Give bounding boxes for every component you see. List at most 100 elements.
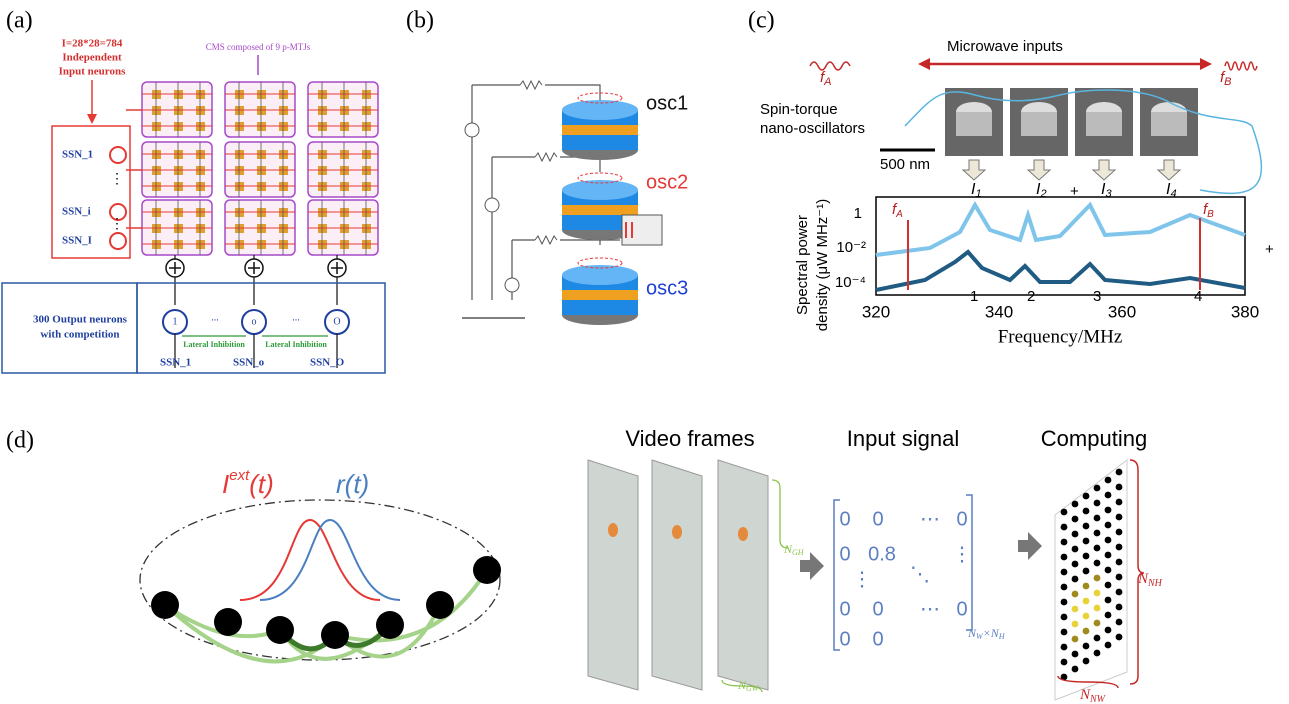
grid-node <box>1072 621 1079 628</box>
sub: GH <box>792 548 805 557</box>
output-node: 1 <box>173 316 178 327</box>
grid-node <box>1094 500 1101 507</box>
neuron <box>426 591 454 619</box>
grid-node <box>1105 567 1112 574</box>
analyzer <box>622 215 662 245</box>
column-header: Input signal <box>847 426 960 451</box>
matrix-entry: 0 <box>839 598 850 620</box>
resistor <box>520 81 542 89</box>
grid-node <box>1094 515 1101 522</box>
sub: H <box>998 632 1006 641</box>
input-neuron-node <box>110 147 126 163</box>
matrix-entry: ⋯ <box>920 508 940 530</box>
grid-node <box>1072 651 1079 658</box>
matrix-entry: 0 <box>839 508 850 530</box>
matrix-entry: ⋱ <box>910 563 930 585</box>
input-title: Independent <box>62 52 122 64</box>
pillar <box>1151 112 1187 136</box>
output-node: O <box>333 316 340 327</box>
grid-node <box>1094 635 1101 642</box>
grid-node <box>1116 604 1123 611</box>
i: I <box>222 469 229 499</box>
grid-node <box>1116 484 1123 491</box>
decoration: 0 0 ⋯ 0 0 0.8 ⋮ ⋮ ⋱ 0 0 ⋯ 0 0 0 <box>839 508 972 650</box>
pillar <box>956 112 992 136</box>
cylinder <box>562 265 638 285</box>
panel-label: (c) <box>748 8 775 34</box>
grid-node <box>1116 544 1123 551</box>
fa-label: fA <box>820 69 832 88</box>
grid-node <box>1116 499 1123 506</box>
cms-note: CMS composed of 9 p-MTJs <box>206 42 311 52</box>
column-header: Computing <box>1041 426 1147 451</box>
cylinder <box>562 100 638 120</box>
input-neuron: SSN_I <box>62 235 92 247</box>
grid-node <box>1105 507 1112 514</box>
nnh: NNH <box>1137 571 1163 589</box>
grid-node <box>1116 634 1123 641</box>
decoration: Microwave inputs fA fB Spin-torque nano-… <box>760 38 1274 331</box>
dots: ⋮ <box>110 172 124 187</box>
matrix-size: NW×NH <box>967 626 1006 641</box>
panel-label: (a) <box>6 8 33 34</box>
x-tick-label: 360 <box>1108 302 1136 321</box>
oscillator-label: osc3 <box>646 277 688 299</box>
grid-node <box>1061 584 1068 591</box>
grid-node <box>1116 529 1123 536</box>
grid-node <box>1116 469 1123 476</box>
pillar <box>1086 112 1122 136</box>
sub: B <box>1207 209 1214 220</box>
grid-node <box>1116 574 1123 581</box>
matrix-entry: 0 <box>956 508 967 530</box>
grid-node <box>1105 642 1112 649</box>
matrix-entry: 0 <box>839 543 850 565</box>
fa-peak: fA <box>892 201 903 220</box>
grid-node <box>1083 613 1090 620</box>
decoration: I=28*28=784 Independent Input neurons <box>59 38 126 78</box>
grid-node <box>1094 605 1101 612</box>
matrix-entry: 0 <box>839 628 850 650</box>
grid-node <box>1072 546 1079 553</box>
grid-node <box>1116 619 1123 626</box>
grid-node <box>1072 576 1079 583</box>
decoration: osc1 osc2 osc3 <box>646 92 688 299</box>
sub: B <box>1224 76 1231 88</box>
matrix-entry: ⋮ <box>852 568 872 590</box>
sub: A <box>895 209 903 220</box>
y-tick-label: 10⁻⁴ <box>835 274 866 291</box>
grid-node <box>1105 552 1112 559</box>
input-neuron: SSN_i <box>62 206 91 218</box>
cylinder <box>562 180 638 200</box>
sub: 3 <box>1105 188 1112 200</box>
grid-node <box>1061 644 1068 651</box>
grid-node <box>1105 477 1112 484</box>
grid-node <box>1072 501 1079 508</box>
ring <box>140 500 500 660</box>
current-arrow <box>1158 160 1180 180</box>
ext: ext <box>229 467 250 484</box>
grid-node <box>1116 514 1123 521</box>
grid-node <box>1061 509 1068 516</box>
grid-node <box>1061 539 1068 546</box>
pillar <box>1021 112 1057 136</box>
neuron <box>473 556 501 584</box>
y-tick-label: 1 <box>854 205 862 222</box>
y-label: Spectral power <box>794 215 811 315</box>
nnw: NNW <box>1079 687 1107 704</box>
sub: NW <box>1089 694 1107 704</box>
video-frame <box>588 460 638 690</box>
sub: NH <box>1147 578 1163 589</box>
sub: GW <box>746 684 760 693</box>
grid-node <box>1061 629 1068 636</box>
panel-label: (d) <box>6 428 34 454</box>
grid-node <box>1105 537 1112 544</box>
grid-node <box>1116 589 1123 596</box>
output-title: 300 Output neurons <box>33 314 128 326</box>
grid-node <box>1105 492 1112 499</box>
grid-node <box>1094 545 1101 552</box>
input-curve <box>240 520 380 600</box>
grid-node <box>1072 516 1079 523</box>
peak-label: 2 <box>1027 288 1035 305</box>
output-neuron: SSN_O <box>310 357 345 369</box>
spectrum-lower <box>876 252 1245 290</box>
